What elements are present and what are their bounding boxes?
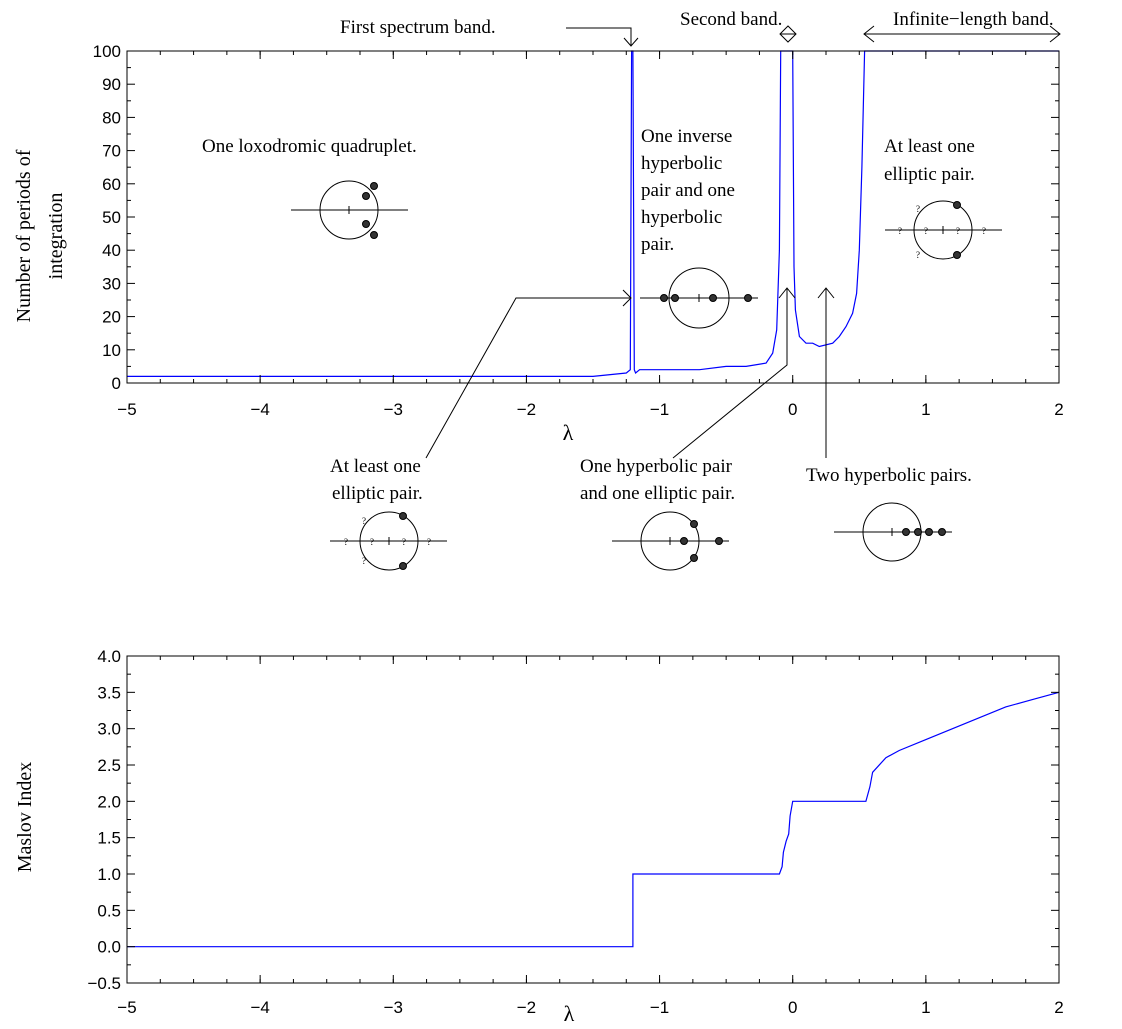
maslov-series-line [127,691,1060,948]
maslov-y-tick-label: 0.5 [97,901,121,920]
hyp-ell-label-line1: One hyperbolic pair [580,456,733,477]
maslov-x-tick-label: −5 [117,998,136,1017]
two-hyp-diagram [834,502,952,562]
unknown-mark: ? [344,537,348,547]
unknown-mark: ? [916,204,920,214]
maslov-y-tick-label: 2.0 [97,792,121,811]
first-band-label: First spectrum band. [340,17,496,38]
plot-frame-maslov [126,655,1060,984]
hyp-ell-diagram [612,511,729,571]
maslov-y-tick-label: 2.5 [97,756,121,775]
periods-x-tick-label: −1 [650,400,669,419]
maslov-ticks [126,655,1060,984]
maslov-x-tick-label: −3 [384,998,403,1017]
unknown-mark: ? [362,516,366,526]
periods-y-axis-label-line1: Number of periods of [13,149,35,322]
maslov-x-tick-label: 2 [1054,998,1063,1017]
maslov-y-tick-label: −0.5 [87,974,121,993]
periods-y-tick-label: 30 [102,274,121,293]
maslov-x-axis-label: λ [564,1001,575,1026]
periods-y-tick-label: 60 [102,175,121,194]
maslov-y-tick-label: 3.5 [97,683,121,702]
infinite-band-arrow [863,25,1061,43]
periods-y-tick-label: 90 [102,75,121,94]
periods-x-tick-label: 1 [921,400,930,419]
chart-periods: −5 −4 −3 −2 −1 0 1 2 0 10 20 30 40 50 60 70 80 90 100 λ N… [13,9,1064,571]
periods-x-tick-labels: −5 −4 −3 −2 −1 0 1 2 [117,400,1063,419]
loxodromic-diagram [291,180,408,240]
maslov-y-tick-label: 1.5 [97,829,121,848]
periods-ticks [126,50,1060,384]
periods-x-tick-label: −2 [517,400,536,419]
maslov-x-tick-label: −4 [250,998,269,1017]
inverse-label-line1: One inverse [641,126,732,147]
periods-x-tick-label: 2 [1054,400,1063,419]
maslov-y-tick-labels: −0.5 0.0 0.5 1.0 1.5 2.0 2.5 3.0 3.5 4.0 [87,647,121,993]
periods-x-tick-label: 0 [788,400,797,419]
inverse-label-line4: hyperbolic [641,207,722,228]
unknown-mark: ? [982,226,986,236]
periods-y-tick-label: 80 [102,108,121,127]
periods-y-tick-label: 20 [102,308,121,327]
elliptic-right-diagram: ? ? ? ? ? ? [885,200,1002,260]
inverse-arrow [425,289,632,459]
two-hyp-label: Two hyperbolic pairs. [806,465,972,486]
maslov-x-tick-label: −1 [650,998,669,1017]
periods-y-axis-label-line2: integration [45,193,67,280]
maslov-x-tick-labels: −5 −4 −3 −2 −1 0 1 2 [117,998,1063,1017]
second-band-arrow [779,25,797,43]
maslov-x-tick-label: 0 [788,998,797,1017]
periods-x-axis-label: λ [563,420,574,445]
second-band-label: Second band. [680,9,782,30]
inverse-label-line5: pair. [641,234,674,255]
maslov-y-axis-label: Maslov Index [14,762,36,873]
loxodromic-label: One loxodromic quadruplet. [202,136,417,157]
periods-y-tick-labels: 0 10 20 30 40 50 60 70 80 90 100 [93,42,121,393]
plot-frame-periods [126,50,1060,384]
unknown-mark: ? [956,226,960,236]
periods-y-tick-label: 0 [112,374,121,393]
periods-x-tick-label: −3 [384,400,403,419]
unknown-mark: ? [402,537,406,547]
hyp-ell-label-line2: and one elliptic pair. [580,483,735,504]
elliptic-right-label-line2: elliptic pair. [884,164,975,185]
two-hyp-arrow [817,287,835,458]
unknown-mark: ? [898,226,902,236]
inverse-hyperbolic-diagram [640,267,758,329]
periods-y-tick-label: 40 [102,241,121,260]
inverse-label-line2: hyperbolic [641,153,722,174]
elliptic-left-label-line1: At least one [330,456,421,477]
maslov-y-tick-label: 3.0 [97,720,121,739]
periods-y-tick-label: 50 [102,208,121,227]
unknown-mark: ? [427,537,431,547]
maslov-series-group [127,691,1060,948]
periods-y-tick-label: 70 [102,142,121,161]
elliptic-left-label-line2: elliptic pair. [332,483,423,504]
periods-y-tick-label: 10 [102,341,121,360]
maslov-x-tick-label: 1 [921,998,930,1017]
chart-maslov: −5 −4 −3 −2 −1 0 1 2 −0.5 0.0 0.5 1.0 1.5 2.0 2.5 3.0 3… [14,647,1064,1026]
periods-x-tick-label: −4 [250,400,269,419]
maslov-y-tick-label: 1.0 [97,865,121,884]
maslov-x-tick-label: −2 [517,998,536,1017]
inverse-label-line3: pair and one [641,180,735,201]
first-band-arrow [566,27,639,47]
unknown-mark: ? [362,556,366,566]
maslov-y-tick-label: 0.0 [97,938,121,957]
unknown-mark: ? [924,226,928,236]
unknown-mark: ? [916,250,920,260]
elliptic-right-label-line1: At least one [884,136,975,157]
hyp-ell-arrow [672,287,796,459]
unknown-mark: ? [370,537,374,547]
infinite-band-label: Infinite−length band. [893,9,1054,30]
periods-x-tick-label: −5 [117,400,136,419]
elliptic-left-diagram: ? ? ? ? ? ? [330,511,447,571]
periods-y-tick-label: 100 [93,42,121,61]
maslov-y-tick-label: 4.0 [97,647,121,666]
